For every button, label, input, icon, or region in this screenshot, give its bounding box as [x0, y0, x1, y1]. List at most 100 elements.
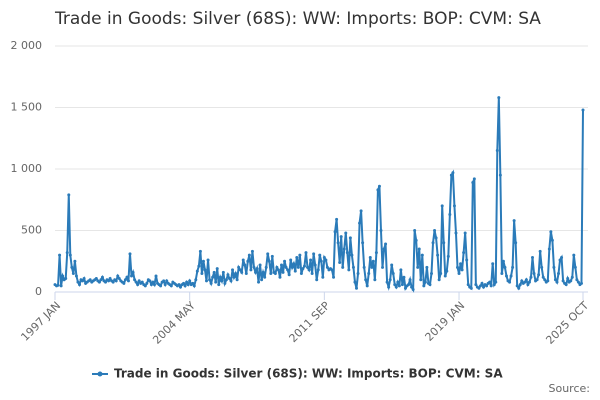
data-point [564, 283, 568, 287]
data-point [218, 275, 222, 279]
data-point [275, 265, 279, 269]
data-point [61, 274, 65, 278]
data-point [333, 230, 337, 234]
data-point [192, 284, 196, 288]
data-point [100, 275, 104, 279]
data-point [512, 219, 516, 223]
data-point [365, 284, 369, 288]
data-point [235, 278, 239, 282]
data-point [81, 279, 85, 283]
x-tick-label: 2011 SEP [287, 299, 333, 345]
data-point [532, 272, 536, 276]
data-point [465, 258, 469, 262]
data-point [419, 278, 423, 282]
data-point [77, 283, 81, 287]
data-point [439, 272, 443, 276]
data-point [336, 241, 340, 245]
data-point [459, 262, 463, 266]
data-point [503, 265, 507, 269]
data-point [390, 263, 394, 267]
data-point [497, 96, 501, 100]
data-point [260, 278, 264, 282]
data-point [165, 279, 169, 283]
data-point [82, 276, 86, 280]
data-point [338, 260, 342, 264]
y-tick-label: 0 [35, 285, 42, 298]
data-point [561, 279, 565, 283]
data-point [579, 281, 583, 285]
data-point [244, 272, 248, 276]
data-point [491, 262, 495, 266]
data-point [246, 259, 250, 263]
data-point [345, 251, 349, 255]
data-point [474, 283, 478, 287]
data-point [364, 278, 368, 282]
data-point [523, 280, 527, 284]
data-point [316, 268, 320, 272]
data-point [178, 285, 182, 289]
data-point [154, 274, 158, 278]
data-point [198, 249, 202, 253]
data-point [136, 283, 140, 287]
data-point [64, 276, 68, 280]
chart-title: Trade in Goods: Silver (68S): WW: Import… [54, 9, 541, 29]
data-point [394, 285, 398, 289]
data-point [575, 278, 579, 282]
data-point [436, 253, 440, 257]
data-point [284, 265, 288, 269]
data-point [148, 279, 152, 283]
data-point [59, 284, 63, 288]
data-point [373, 278, 377, 282]
data-point [214, 280, 218, 284]
data-point [252, 265, 256, 269]
data-point [296, 265, 300, 269]
data-point [205, 279, 209, 283]
data-point [508, 280, 512, 284]
data-point [417, 247, 421, 251]
data-point [552, 265, 556, 269]
data-point [99, 278, 103, 282]
data-point [215, 267, 219, 271]
data-point [206, 258, 210, 262]
data-point [403, 286, 407, 290]
data-point [302, 264, 306, 268]
data-point [321, 275, 325, 279]
data-point [310, 272, 314, 276]
data-point [416, 265, 420, 269]
x-tick-label: 2004 MAY [150, 299, 198, 347]
data-point [573, 265, 577, 269]
data-point [576, 280, 580, 284]
data-point [451, 171, 455, 175]
data-point [526, 283, 530, 287]
data-point [200, 272, 204, 276]
data-point [478, 284, 482, 288]
data-point [354, 286, 358, 290]
data-point [347, 268, 351, 272]
data-point [402, 275, 406, 279]
data-point [429, 272, 433, 276]
data-point [126, 279, 130, 283]
data-point [524, 278, 528, 282]
data-point [445, 269, 449, 273]
data-point [191, 281, 195, 285]
data-point [130, 274, 134, 278]
data-point [557, 272, 561, 276]
data-point [546, 279, 550, 283]
data-point [555, 280, 559, 284]
data-point [498, 173, 502, 177]
data-point [266, 252, 270, 256]
data-point [177, 283, 181, 287]
data-point [67, 193, 71, 197]
data-point [273, 272, 277, 276]
data-point [73, 259, 77, 263]
data-point [289, 258, 293, 262]
data-point [535, 278, 539, 282]
data-point [286, 268, 290, 272]
y-tick-label: 1 000 [11, 162, 43, 175]
legend-label: Trade in Goods: Silver (68S): WW: Import… [114, 367, 503, 381]
data-point [241, 258, 245, 262]
data-point [267, 259, 271, 263]
data-point [220, 279, 224, 283]
data-point [431, 241, 435, 245]
